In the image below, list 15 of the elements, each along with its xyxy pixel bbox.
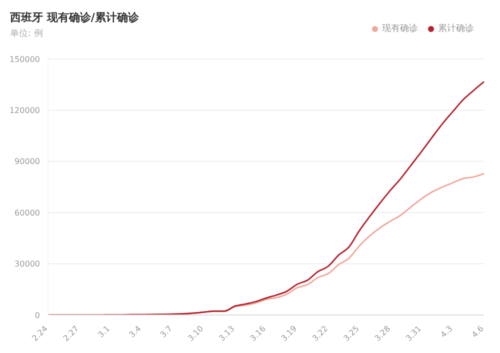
chart-subtitle: 单位: 例 (10, 28, 43, 40)
y-tick-label: 60000 (14, 208, 40, 218)
x-tick-label: 4.3 (438, 324, 454, 340)
y-tick-label: 150000 (9, 54, 40, 64)
y-tick-label: 0 (34, 310, 40, 320)
x-tick-label: 3.7 (158, 324, 174, 340)
x-tick-label: 3.1 (96, 324, 112, 340)
chart-title: 西班牙 现有确诊/累计确诊 (10, 10, 139, 25)
y-tick-label: 30000 (14, 260, 40, 269)
y-tick-label: 120000 (9, 106, 40, 116)
legend-label: 累计确诊 (438, 24, 474, 34)
y-tick-label: 90000 (14, 157, 40, 166)
x-tick-label: 4.6 (470, 324, 486, 340)
x-tick-label: 3.4 (127, 324, 143, 340)
legend-label: 现有确诊 (382, 24, 418, 34)
